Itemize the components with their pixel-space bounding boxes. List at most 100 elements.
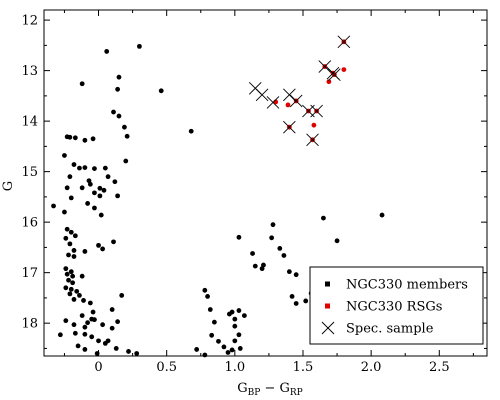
member-point xyxy=(241,313,247,318)
member-point xyxy=(137,43,142,49)
member-point xyxy=(72,135,78,141)
member-point xyxy=(96,338,101,344)
member-point xyxy=(112,179,118,185)
spec-sample-marker xyxy=(283,120,296,134)
x-tick-label: 2.5 xyxy=(429,360,450,375)
member-point xyxy=(74,288,80,294)
member-point xyxy=(85,320,91,326)
member-point xyxy=(209,332,215,338)
member-point xyxy=(67,174,73,180)
member-point xyxy=(82,249,88,254)
x-tick-label: 1.5 xyxy=(293,360,314,375)
spec-sample-marker xyxy=(255,88,269,102)
y-tick-label: 17 xyxy=(21,266,38,281)
member-point xyxy=(87,300,93,306)
member-point xyxy=(158,88,164,94)
member-point xyxy=(87,181,93,187)
spec-sample-marker xyxy=(337,35,351,49)
member-point xyxy=(82,347,88,352)
member-point xyxy=(115,86,121,92)
member-point xyxy=(82,324,88,330)
member-point xyxy=(79,81,85,87)
member-point xyxy=(122,124,127,130)
member-point xyxy=(293,301,299,306)
member-point xyxy=(286,269,292,275)
member-point xyxy=(92,166,97,172)
member-point xyxy=(71,322,77,328)
member-point xyxy=(289,293,295,299)
x-tick-label: 2.0 xyxy=(361,360,382,375)
member-point xyxy=(68,269,74,275)
y-tick-label: 13 xyxy=(21,64,38,79)
member-point xyxy=(232,316,238,322)
member-point xyxy=(124,133,130,139)
member-point xyxy=(77,292,82,298)
member-point xyxy=(221,344,227,350)
member-point xyxy=(277,246,283,251)
member-point xyxy=(64,226,70,232)
legend-label: Spec. sample xyxy=(346,322,434,337)
member-point xyxy=(90,309,96,315)
member-point xyxy=(261,262,266,268)
member-point xyxy=(70,280,76,286)
y-tick-label: 12 xyxy=(21,14,38,29)
member-point xyxy=(71,162,77,167)
member-point xyxy=(97,185,103,191)
member-point xyxy=(96,242,101,248)
member-point xyxy=(63,266,69,272)
member-point xyxy=(109,307,115,312)
rsg-point xyxy=(326,79,332,85)
member-point xyxy=(67,134,73,140)
member-point xyxy=(100,322,106,328)
x-tick-label: 1.0 xyxy=(224,360,245,375)
member-point xyxy=(105,174,111,180)
member-point xyxy=(104,49,110,54)
member-point xyxy=(75,343,81,349)
member-point xyxy=(51,203,56,209)
member-point xyxy=(194,347,200,352)
member-point xyxy=(94,351,100,356)
member-point xyxy=(321,215,326,221)
member-point xyxy=(236,332,242,338)
member-point xyxy=(63,318,69,324)
member-point xyxy=(293,272,299,278)
member-point xyxy=(79,313,85,318)
member-point xyxy=(113,346,119,351)
rsg-point xyxy=(341,67,347,73)
spec-sample-marker xyxy=(328,68,341,81)
member-point xyxy=(237,346,243,351)
member-point xyxy=(68,195,74,201)
member-point xyxy=(226,311,232,317)
member-point xyxy=(71,254,77,259)
rsg-point xyxy=(285,102,291,108)
legend-marker-rsgs xyxy=(325,303,330,309)
member-point xyxy=(82,137,88,143)
member-point xyxy=(123,158,129,164)
member-point xyxy=(303,298,309,304)
member-point xyxy=(232,338,238,344)
spec-sample-marker xyxy=(318,60,332,73)
member-point xyxy=(250,251,255,256)
member-point xyxy=(269,235,275,241)
y-tick-label: 15 xyxy=(21,165,38,180)
member-point xyxy=(236,308,242,313)
member-point xyxy=(216,338,221,344)
member-point xyxy=(105,338,111,344)
member-point xyxy=(116,113,122,119)
legend-label: NGC330 RSGs xyxy=(346,300,442,315)
member-point xyxy=(90,136,96,142)
data-points xyxy=(51,35,385,358)
member-point xyxy=(109,325,115,331)
y-tick-label: 16 xyxy=(21,216,38,231)
member-point xyxy=(115,193,121,199)
member-point xyxy=(57,332,63,338)
x-axis-label: GBP − GRP xyxy=(237,381,302,398)
member-point xyxy=(79,185,85,191)
member-point xyxy=(81,298,86,303)
member-point xyxy=(68,229,74,235)
member-point xyxy=(63,285,69,291)
member-point xyxy=(270,222,276,228)
member-point xyxy=(92,190,97,196)
member-point xyxy=(281,253,287,258)
